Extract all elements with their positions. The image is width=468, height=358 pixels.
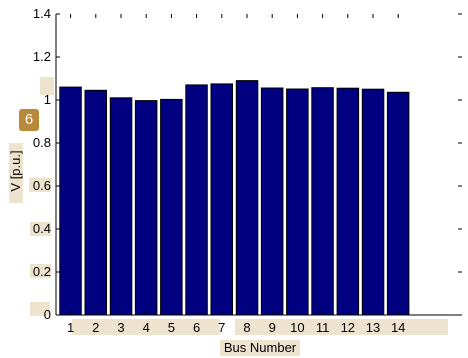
x-tick-label: 12	[341, 320, 355, 335]
x-tick-label: 10	[290, 320, 304, 335]
label-highlight	[30, 302, 50, 316]
x-tick-label: 4	[143, 320, 150, 335]
bar-bus-6	[185, 84, 208, 316]
bar-bus-14	[386, 91, 410, 316]
bar-bus-1	[59, 86, 82, 316]
x-tick-label: 2	[92, 320, 99, 335]
label-highlight	[220, 340, 300, 356]
x-axis-label: Bus Number	[224, 340, 297, 355]
bars-group	[59, 80, 410, 316]
x-tick-label: 13	[366, 320, 380, 335]
label-highlight	[30, 222, 51, 236]
highlight-layer	[9, 77, 448, 356]
label-highlight	[72, 319, 220, 335]
bar-bus-4	[134, 100, 158, 316]
bar-bus-12	[336, 87, 360, 316]
y-tick-label: 0.2	[33, 264, 51, 279]
x-tick-label: 1	[67, 320, 74, 335]
bar-bus-9	[260, 87, 284, 316]
bar-bus-7	[210, 83, 233, 316]
bar-bus-2	[84, 89, 107, 316]
x-tick-label: 11	[316, 320, 330, 335]
y-tick-label: 1	[44, 92, 51, 107]
step-badge: 6	[19, 109, 39, 131]
x-tick-label: 3	[117, 320, 124, 335]
x-tick-label: 14	[391, 320, 405, 335]
x-tick-label: 6	[193, 320, 200, 335]
y-tick-label: 0.8	[33, 135, 51, 150]
label-highlight	[29, 178, 51, 192]
bar-bus-10	[286, 88, 309, 316]
y-axis-label: V [p.u.]	[8, 150, 23, 191]
y-axis-ticks: 0 0.2 0.4 0.6 0.8 1 1.2 1.4	[33, 6, 462, 322]
x-tick-label: 5	[168, 320, 175, 335]
bar-bus-3	[109, 97, 133, 316]
y-tick-label: 0.6	[33, 178, 51, 193]
y-tick-label: 1.4	[33, 6, 51, 21]
x-tick-label: 9	[269, 320, 276, 335]
label-highlight	[40, 77, 54, 95]
axes-frame	[55, 14, 462, 316]
y-tick-label: 0	[44, 307, 51, 322]
label-highlight	[9, 143, 23, 203]
x-tick-label: 8	[243, 320, 250, 335]
label-highlight	[30, 264, 51, 278]
y-tick-label: 0.4	[33, 221, 51, 236]
bar-bus-11	[311, 87, 334, 316]
y-tick-label: 1.2	[33, 49, 51, 64]
label-highlight	[235, 319, 448, 335]
x-axis-ticks: 1 2 3 4 5 6 7 8 9 10 11 12 13 14	[67, 14, 405, 335]
bar-bus-13	[361, 88, 385, 316]
bar-bus-5	[160, 98, 183, 316]
x-tick-label: 7	[218, 320, 225, 335]
bar-bus-8	[235, 80, 259, 316]
